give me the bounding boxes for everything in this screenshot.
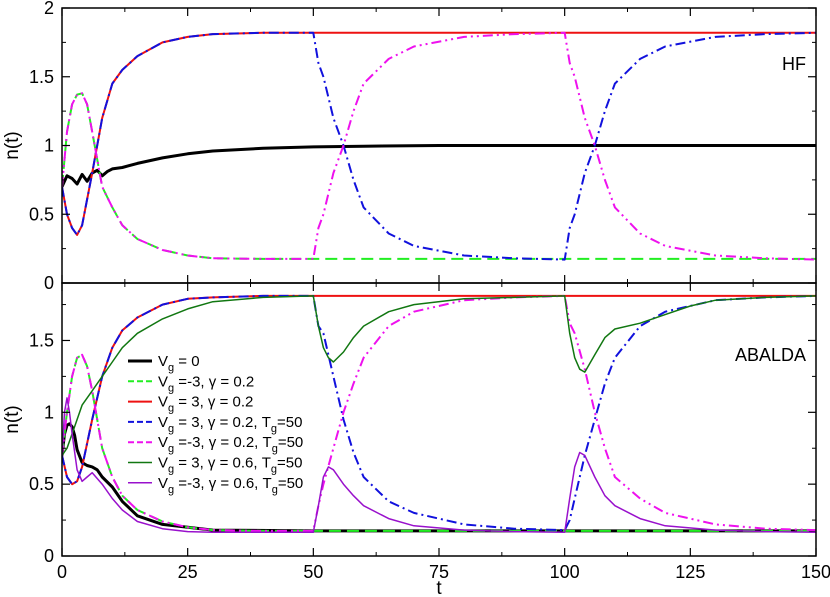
x-tick-label: 25 <box>178 562 198 582</box>
legend-label-b1: Vg =-3, γ = 0.2 <box>158 373 254 394</box>
x-tick-label: 50 <box>303 562 323 582</box>
panel-annotation: HF <box>782 54 806 74</box>
series-line-s4 <box>62 31 816 261</box>
y-tick-label: 1.5 <box>29 67 54 87</box>
legend-label-b4: Vg =-3, γ = 0.2, Tg=50 <box>158 434 303 455</box>
y-tick-label: 1 <box>44 136 54 156</box>
panel-top: 0 0.5 1 1.5 2 n(t) HF <box>2 0 817 293</box>
x-tick-label: 0 <box>57 562 67 582</box>
y-axis-label: n(t) <box>2 405 23 434</box>
x-tick-label: 150 <box>801 562 830 582</box>
panel-bottom: 0 25 50 75 100 125 150 0 0.5 1 1.5 n(t) t ABALDA Vg = … <box>2 282 830 597</box>
series-line-b6 <box>62 397 816 534</box>
y-tick-label: 0 <box>44 273 54 293</box>
series-line-s2 <box>62 31 816 236</box>
series-line-b5 <box>62 295 816 456</box>
legend: Vg = 0Vg =-3, γ = 0.2Vg = 3, γ = 0.2Vg =… <box>128 353 303 496</box>
x-axis-label: t <box>436 578 442 597</box>
legend-label-b6: Vg =-3, γ = 0.6, Tg=50 <box>158 475 303 496</box>
series-group <box>62 31 816 261</box>
x-tick-label: 125 <box>675 562 705 582</box>
y-tick-label: 1.5 <box>29 330 54 350</box>
y-tick-label: 2 <box>44 0 54 18</box>
panel-annotation: ABALDA <box>735 345 806 365</box>
y-tick-label: 0 <box>44 546 54 566</box>
series-group <box>62 294 816 534</box>
legend-label-b2: Vg = 3, γ = 0.2 <box>158 394 253 415</box>
x-tick-label: 75 <box>429 562 449 582</box>
legend-label-b3: Vg = 3, γ = 0.2, Tg=50 <box>158 414 302 435</box>
y-tick-label: 0.5 <box>29 204 54 224</box>
series-line-s1 <box>62 92 816 260</box>
legend-label-b5: Vg = 3, γ = 0.6, Tg=50 <box>158 455 302 476</box>
y-tick-label: 1 <box>44 402 54 422</box>
legend-label-b0: Vg = 0 <box>158 353 200 374</box>
y-tick-label: 0.5 <box>29 474 54 494</box>
x-tick-label: 100 <box>550 562 580 582</box>
series-line-s0 <box>62 144 816 188</box>
y-axis-label: n(t) <box>2 131 23 160</box>
